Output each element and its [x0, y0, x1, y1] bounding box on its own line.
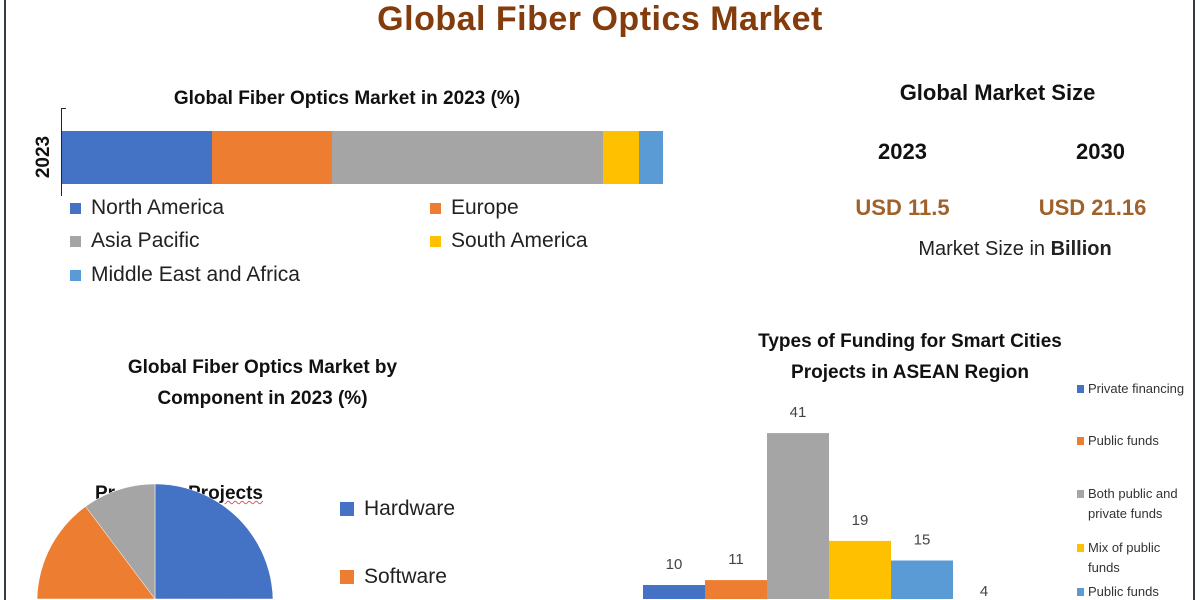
note-unit: Billion: [1050, 238, 1112, 260]
legend-swatch: [430, 235, 441, 247]
funding-data-label-4: 15: [914, 532, 931, 549]
frame-left-border: [4, 0, 6, 600]
stacked-bar: [62, 131, 663, 184]
legend-label: Software: [364, 565, 447, 588]
funding-bar-2: [767, 433, 829, 599]
legend-both-public-private: Both public and private funds: [1077, 484, 1188, 524]
note-text: Market Size in: [918, 238, 1051, 260]
legend-south-america: South America: [430, 229, 588, 253]
legend-label: Public funds: [1088, 584, 1159, 599]
y-axis-line: [61, 108, 62, 196]
legend-swatch: [1077, 544, 1084, 552]
funding-data-label-2: 41: [790, 404, 807, 421]
market-size-heading: Global Market Size: [899, 80, 1096, 105]
legend-private-financing: Private financing: [1077, 379, 1188, 399]
pie-slice-software: [36, 506, 156, 600]
legend-north-america: North America: [70, 196, 224, 220]
legend-swatch: [1077, 588, 1084, 596]
legend-label: Mix of public funds: [1088, 540, 1161, 575]
funding-chart-title: Types of Funding for Smart Cities Projec…: [758, 331, 1062, 383]
funding-data-label-0: 10: [666, 556, 683, 573]
legend-public-funds-2: Public funds: [1077, 584, 1188, 600]
legend-public-funds: Public funds: [1077, 431, 1188, 451]
funding-data-label-1: 11: [728, 551, 744, 568]
funding-data-label-3: 19: [852, 512, 869, 529]
legend-swatch: [70, 269, 81, 281]
funding-bar-4: [891, 560, 953, 599]
legend-swatch: [1077, 490, 1084, 498]
funding-data-label-5: 4: [980, 583, 988, 600]
legend-europe: Europe: [430, 196, 519, 220]
legend-label: Private financing: [1088, 381, 1185, 396]
market-size-note: Market Size in Billion: [880, 238, 1150, 261]
legend-label: Both public and private funds: [1088, 486, 1178, 521]
legend-label: Middle East and Africa: [91, 263, 300, 286]
funding-bar-1: [705, 580, 767, 599]
legend-swatch: [70, 235, 81, 247]
legend-mix-public-funds: Mix of public funds: [1077, 538, 1188, 578]
funding-bar-0: [643, 585, 705, 599]
year-2023: 2023: [878, 139, 927, 164]
legend-swatch: [70, 202, 81, 214]
legend-asia-pacific: Asia Pacific: [70, 229, 200, 253]
legend-swatch: [340, 502, 354, 516]
legend-label: Hardware: [364, 497, 456, 520]
year-2030: 2030: [1076, 139, 1125, 164]
frame-right-border: [1193, 0, 1195, 600]
stack-segment-south-america: [602, 131, 639, 184]
stack-segment-asia-pacific: [332, 131, 603, 184]
legend-label: Europe: [451, 196, 519, 219]
stack-segment-north-america: [62, 131, 213, 184]
stack-segment-middle-east-and-africa: [638, 131, 663, 184]
regional-chart-title: Global Fiber Optics Market in 2023 (%): [173, 88, 521, 109]
legend-software: Software: [340, 565, 447, 589]
legend-middle-east-africa: Middle East and Africa: [70, 263, 300, 287]
legend-swatch: [1077, 385, 1084, 393]
page-title: Global Fiber Optics Market: [377, 0, 823, 38]
value-2030: USD 21.16: [1038, 195, 1147, 220]
y-axis-tick: [61, 108, 66, 109]
pie-slice-3: [85, 483, 156, 600]
funding-bar-3: [829, 540, 891, 599]
legend-label: Public funds: [1088, 433, 1159, 448]
legend-label: South America: [451, 229, 588, 252]
legend-swatch: [1077, 437, 1084, 445]
stack-segment-europe: [212, 131, 333, 184]
legend-hardware: Hardware: [340, 497, 455, 521]
legend-label: Asia Pacific: [91, 229, 200, 252]
value-2023: USD 11.5: [855, 195, 950, 220]
component-chart-title: Global Fiber Optics Market by Component …: [127, 357, 398, 409]
legend-swatch: [340, 570, 354, 584]
legend-label: North America: [91, 196, 225, 219]
legend-swatch: [430, 202, 441, 214]
